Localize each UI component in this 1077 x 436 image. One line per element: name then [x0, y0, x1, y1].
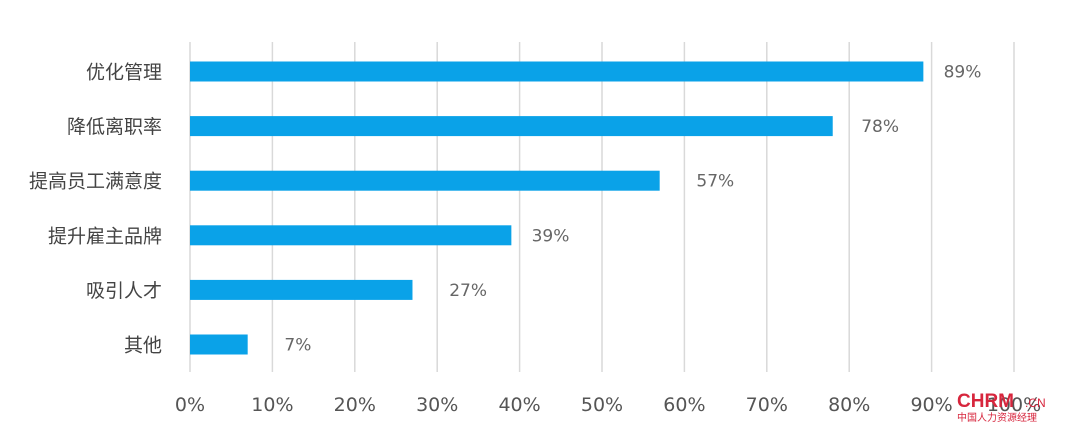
gridlines: [189, 42, 1015, 372]
x-axis-tick-labels: 0% 10% 20% 30% 40% 50% 60% 70% 80% 90% 100%: [175, 394, 1041, 416]
bar: [190, 116, 833, 137]
x-tick-label: 90%: [910, 394, 952, 416]
data-label: 39%: [532, 226, 570, 246]
x-tick-label: 0%: [175, 394, 205, 416]
bar: [190, 279, 413, 300]
bar: [190, 61, 924, 82]
x-tick-label: 30%: [416, 394, 458, 416]
data-label: 89%: [944, 63, 982, 83]
category-label: 吸引人才: [86, 280, 162, 302]
chrm-logo-text: CHRM: [957, 391, 1014, 412]
bars: [190, 61, 924, 355]
bar: [190, 225, 512, 246]
category-label: 降低离职率: [67, 116, 162, 138]
x-tick-label: 80%: [828, 394, 870, 416]
x-tick-label: 50%: [581, 394, 623, 416]
x-tick-label: 70%: [746, 394, 788, 416]
x-tick-label: 100%: [987, 394, 1041, 416]
data-label: 27%: [449, 281, 487, 301]
category-label: 提高员工满意度: [29, 171, 162, 193]
bar: [190, 170, 660, 191]
category-label: 其他: [124, 335, 162, 357]
chrm-logo-suffix: .CN: [1025, 396, 1046, 410]
x-tick-label: 10%: [251, 394, 293, 416]
data-labels: 89% 78% 57% 39% 27% 7%: [284, 63, 981, 356]
data-label: 7%: [284, 336, 311, 356]
data-label: 78%: [861, 117, 899, 137]
chrm-logo: CHRM .CN 中国人力资源经理: [957, 391, 1046, 424]
category-label: 优化管理: [86, 62, 162, 84]
x-tick-label: 20%: [334, 394, 376, 416]
bar: [190, 334, 248, 355]
x-tick-label: 60%: [663, 394, 705, 416]
chrm-logo-subtitle: 中国人力资源经理: [957, 411, 1037, 424]
x-tick-label: 40%: [498, 394, 540, 416]
category-label: 提升雇主品牌: [48, 225, 162, 247]
data-label: 57%: [696, 172, 734, 192]
